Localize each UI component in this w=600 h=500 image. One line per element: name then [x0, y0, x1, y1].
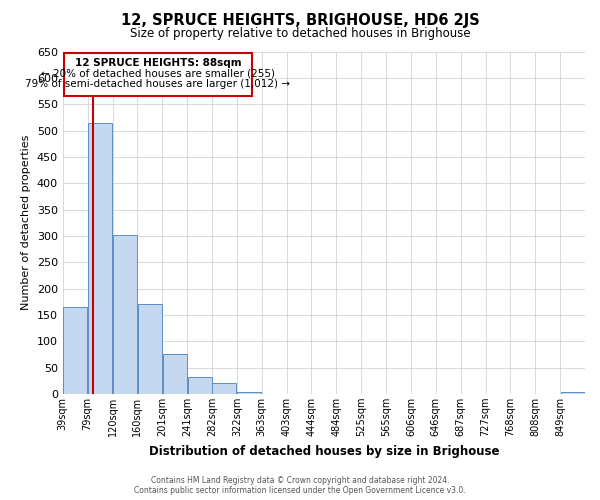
- Bar: [212, 384, 236, 394]
- Bar: [163, 354, 187, 394]
- Text: 12 SPRUCE HEIGHTS: 88sqm: 12 SPRUCE HEIGHTS: 88sqm: [74, 58, 241, 68]
- Text: Contains HM Land Registry data © Crown copyright and database right 2024.: Contains HM Land Registry data © Crown c…: [151, 476, 449, 485]
- Text: 12, SPRUCE HEIGHTS, BRIGHOUSE, HD6 2JS: 12, SPRUCE HEIGHTS, BRIGHOUSE, HD6 2JS: [121, 12, 479, 28]
- Bar: [560, 392, 584, 394]
- Y-axis label: Number of detached properties: Number of detached properties: [21, 135, 31, 310]
- Bar: [88, 122, 112, 394]
- Bar: [188, 377, 212, 394]
- Bar: [138, 304, 162, 394]
- Bar: [113, 235, 137, 394]
- Text: ← 20% of detached houses are smaller (255): ← 20% of detached houses are smaller (25…: [41, 68, 275, 78]
- Bar: [237, 392, 262, 394]
- Text: 79% of semi-detached houses are larger (1,012) →: 79% of semi-detached houses are larger (…: [25, 79, 290, 89]
- Bar: [63, 307, 87, 394]
- FancyBboxPatch shape: [64, 52, 252, 96]
- Text: Size of property relative to detached houses in Brighouse: Size of property relative to detached ho…: [130, 28, 470, 40]
- Text: Contains public sector information licensed under the Open Government Licence v3: Contains public sector information licen…: [134, 486, 466, 495]
- X-axis label: Distribution of detached houses by size in Brighouse: Distribution of detached houses by size …: [149, 444, 499, 458]
